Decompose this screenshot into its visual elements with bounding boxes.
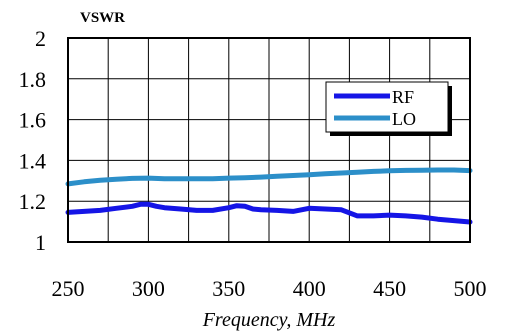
y-tick-label: 2 (35, 26, 46, 51)
x-tick-label: 300 (132, 276, 165, 301)
series-line-rf (65, 201, 473, 225)
y-tick-label: 1.4 (19, 148, 47, 173)
y-tick-label: 1.2 (19, 189, 47, 214)
legend-label-lo: LO (392, 109, 416, 129)
legend-box (325, 81, 449, 133)
x-tick-labels: 250 300 350 400 450 500 (52, 276, 487, 301)
x-tick-label: 450 (373, 276, 406, 301)
series-lines (65, 167, 473, 225)
y-tick-label: 1.6 (19, 108, 47, 133)
x-axis-label: Frequency, MHz (202, 309, 336, 331)
y-tick-label: 1.8 (19, 67, 47, 92)
series-line-lo (65, 167, 473, 187)
x-tick-label: 400 (293, 276, 326, 301)
y-tick-labels: 1 1.2 1.4 1.6 1.8 2 (19, 26, 47, 255)
y-tick-label: 1 (35, 230, 46, 255)
x-tick-label: 350 (212, 276, 245, 301)
x-tick-label: 500 (454, 276, 487, 301)
y-axis-label: VSWR (80, 10, 125, 26)
x-tick-label: 250 (52, 276, 85, 301)
plot-frame (67, 37, 471, 243)
legend-label-rf: RF (392, 87, 414, 107)
